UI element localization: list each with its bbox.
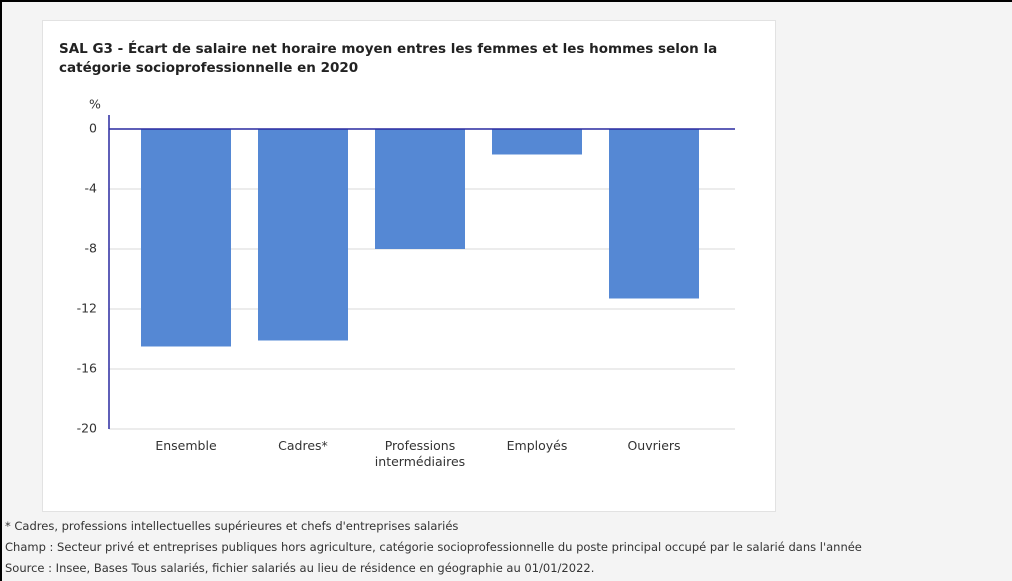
footnote: * Cadres, professions intellectuelles su…: [5, 519, 459, 533]
x-tick-label: Professions intermédiaires: [374, 438, 466, 469]
y-tick-label: -16: [77, 361, 97, 376]
y-tick-label: 0: [89, 121, 97, 136]
bar: [141, 129, 231, 347]
x-tick-label: Employés: [506, 438, 568, 453]
footnote: Source : Insee, Bases Tous salariés, fic…: [5, 561, 595, 575]
x-tick-label: Ouvriers: [627, 438, 681, 453]
bar: [609, 129, 699, 299]
x-tick-label: Cadres*: [278, 438, 328, 453]
bar: [258, 129, 348, 341]
y-axis-label: %: [89, 97, 101, 112]
footnote: Champ : Secteur privé et entreprises pub…: [5, 540, 862, 554]
y-tick-label: -12: [77, 301, 97, 316]
bar: [492, 129, 582, 155]
y-tick-label: -8: [85, 241, 98, 256]
y-tick-label: -4: [85, 181, 98, 196]
chart-title: SAL G3 - Écart de salaire net horaire mo…: [59, 41, 718, 76]
y-tick-label: -20: [77, 421, 97, 436]
bar: [375, 129, 465, 249]
x-tick-label: Ensemble: [155, 438, 217, 453]
